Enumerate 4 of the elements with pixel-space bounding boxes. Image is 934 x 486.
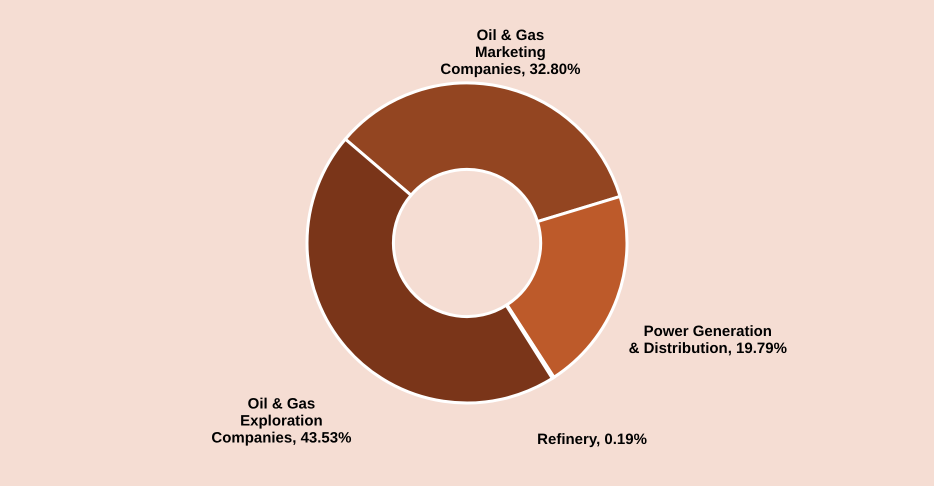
slice-label: Refinery, 0.19% bbox=[537, 430, 647, 448]
slice-label: Oil & Gas Exploration Companies, 43.53% bbox=[211, 396, 352, 447]
slice-label: Power Generation & Distribution, 19.79% bbox=[628, 323, 787, 358]
slice-label: Oil & Gas Marketing Companies, 32.80% bbox=[440, 27, 580, 78]
